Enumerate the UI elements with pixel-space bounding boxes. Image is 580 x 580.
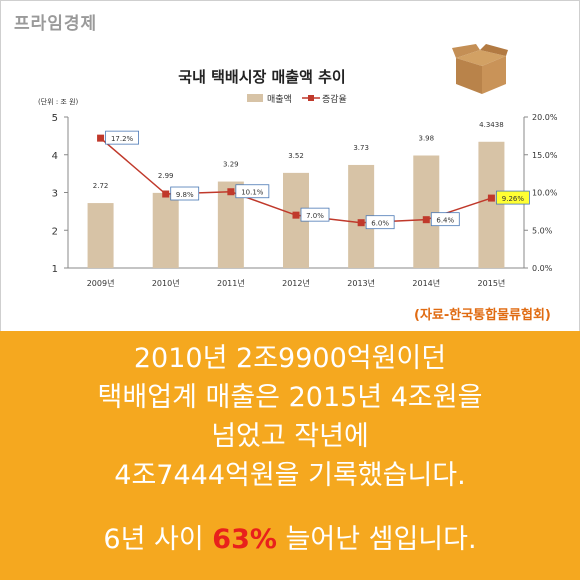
growth-rate-label-box [170, 186, 200, 201]
message-line-4: 4조7444억원을 기록했습니다. [114, 460, 466, 491]
growth-rate-label: 9.8% [176, 191, 194, 199]
y-right-tick-label: 10.0% [532, 189, 558, 198]
growth-rate-label-box [430, 212, 460, 227]
growth-rate-label: 17.2% [111, 135, 134, 143]
y-left-tick-label: 5 [52, 113, 58, 124]
growth-rate-label: 6.4% [436, 217, 454, 225]
growth-rate-label: 9.26% [502, 195, 525, 203]
growth-rate-point [292, 211, 300, 219]
growth-rate-point [97, 134, 105, 142]
bar-value-label: 3.73 [353, 144, 369, 152]
message-line-5-start: 6년 사이 [103, 524, 213, 555]
x-tick-label: 2014년 [412, 278, 440, 288]
brand-logo: 프라임경제 [14, 14, 98, 34]
x-tick-label: 2010년 [152, 278, 180, 288]
growth-rate-point [227, 188, 235, 196]
legend-bar-label: 매출액 [267, 93, 292, 105]
legend-line-marker [308, 95, 314, 101]
x-tick-label: 2015년 [478, 278, 506, 288]
x-tick-label: 2011년 [217, 278, 245, 288]
growth-rate-label: 10.1% [241, 189, 264, 197]
y-left-tick-label: 1 [52, 264, 58, 275]
y-right-tick-label: 20.0% [532, 113, 558, 122]
x-tick-label: 2013년 [347, 278, 375, 288]
sales-chart: 국내 택배시장 매출액 추이 (단위 : 조 원) 매출액 증감율 1 2 3 4 5 0.0% 5… [38, 68, 558, 288]
unit-label: (단위 : 조 원) [38, 97, 79, 106]
message-line-5: 6년 사이 63% 늘어난 셈입니다. [0, 523, 580, 557]
bar-value-label: 3.29 [223, 161, 239, 169]
growth-rate-point [357, 219, 365, 227]
bar [152, 192, 179, 268]
growth-rate-point [487, 194, 495, 202]
y-right-tick-label: 15.0% [532, 151, 558, 160]
bar-value-label: 3.98 [418, 135, 434, 143]
x-tick-label: 2009년 [87, 278, 115, 288]
growth-rate-label-box [105, 130, 139, 145]
bar-value-label: 2.72 [93, 182, 109, 190]
growth-rate-point [162, 190, 170, 198]
bar [413, 155, 440, 268]
growth-rate-label: 7.0% [306, 212, 324, 220]
legend-line-label: 증감율 [322, 93, 347, 105]
y-left-tick-label: 3 [52, 189, 58, 200]
bar [87, 203, 114, 268]
growth-rate-label-box [235, 184, 270, 199]
x-tick-label: 2012년 [282, 278, 310, 288]
bar [478, 141, 505, 268]
message-line-1: 2010년 2조9900억원이던 [133, 343, 447, 374]
y-right-tick-label: 5.0% [532, 226, 553, 235]
bar-value-label: 2.99 [158, 172, 174, 180]
growth-highlight: 63% [212, 524, 277, 555]
cardboard-box-icon [452, 44, 508, 94]
message-line-5-end: 늘어난 셈입니다. [276, 524, 477, 555]
y-left-tick-label: 2 [52, 226, 58, 237]
message-line-3: 넘었고 작년에 [211, 421, 369, 452]
y-right-tick-label: 0.0% [532, 264, 553, 273]
growth-rate-label-box [365, 215, 395, 230]
chart-title: 국내 택배시장 매출액 추이 [178, 68, 345, 86]
y-left-tick-label: 4 [52, 151, 58, 162]
bar-value-label: 3.52 [288, 152, 304, 160]
growth-rate-label: 6.0% [371, 220, 389, 228]
growth-rate-point [422, 216, 430, 224]
message-line-2: 택배업계 매출은 2015년 4조원을 [97, 382, 483, 413]
growth-rate-label-box [496, 190, 530, 205]
bar-value-label: 4.3438 [479, 121, 504, 129]
message-panel: 2010년 2조9900억원이던 택배업계 매출은 2015년 4조원을 넘었고… [0, 331, 580, 580]
legend-bar-swatch [247, 94, 263, 102]
growth-rate-label-box [300, 207, 330, 222]
source-note: (자료-한국통합물류협회) [414, 308, 551, 323]
